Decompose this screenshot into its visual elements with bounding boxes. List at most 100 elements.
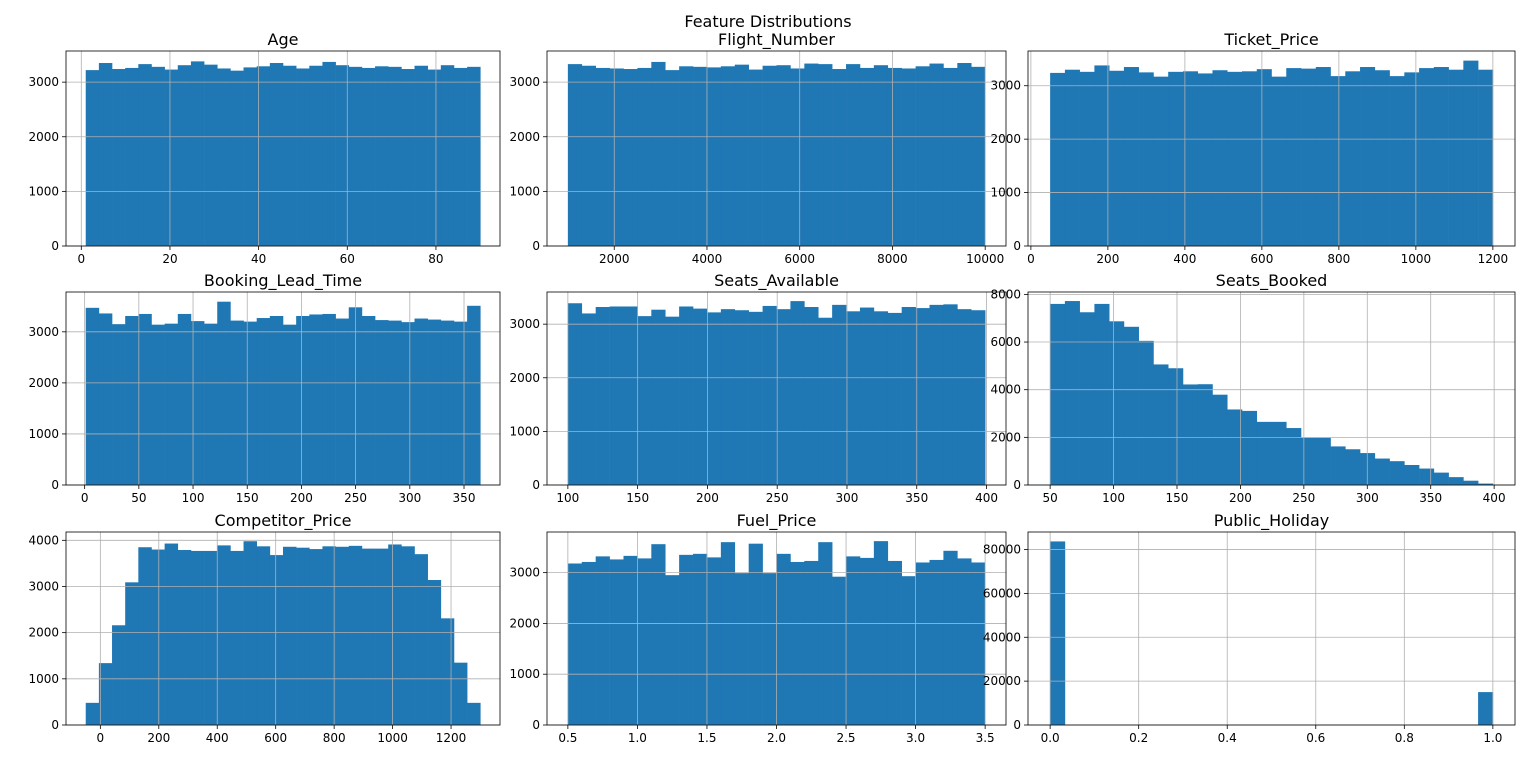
bar — [679, 554, 694, 725]
figure-title: Feature Distributions — [684, 12, 852, 31]
y-tick-label: 2000 — [509, 130, 540, 144]
bar — [651, 544, 666, 725]
bar — [1050, 541, 1066, 725]
plot-area — [1028, 532, 1515, 725]
bar — [776, 309, 791, 485]
y-tick-label: 2000 — [28, 626, 59, 640]
bar — [818, 317, 833, 485]
bar — [190, 61, 205, 247]
bar — [138, 313, 152, 485]
x-tick-label: 400 — [1173, 252, 1196, 266]
subplot-title: Flight_Number — [718, 30, 835, 50]
bar — [651, 309, 666, 485]
bar — [915, 562, 930, 725]
y-tick-label: 2000 — [28, 376, 59, 390]
bar — [1241, 410, 1258, 485]
x-tick-label: 200 — [1096, 252, 1119, 266]
bar — [720, 309, 736, 485]
y-tick-label: 3000 — [509, 75, 540, 89]
bar — [112, 69, 126, 246]
bar — [832, 576, 847, 725]
axes-frame — [1027, 50, 1516, 247]
bar — [453, 321, 468, 485]
bar — [567, 64, 583, 246]
bar — [217, 545, 231, 725]
bar — [151, 324, 165, 485]
x-tick-label: 0.2 — [1129, 731, 1148, 745]
y-tick-label: 2000 — [509, 371, 540, 385]
bar — [776, 65, 791, 246]
x-tick-label: 100 — [1102, 491, 1125, 505]
bar — [1389, 76, 1405, 246]
bar — [873, 541, 889, 725]
bar — [873, 65, 889, 246]
bar — [204, 64, 218, 247]
bar — [1301, 437, 1317, 485]
bar — [595, 307, 610, 485]
bar — [151, 66, 165, 247]
bar — [818, 542, 833, 725]
y-tick-label: 6000 — [990, 335, 1021, 349]
x-tick-label: 350 — [905, 491, 928, 505]
bar — [1109, 70, 1125, 246]
axes-frame — [546, 50, 1007, 247]
bar — [1478, 69, 1494, 246]
bar — [1433, 67, 1449, 246]
y-tick-label: 80000 — [983, 543, 1021, 557]
x-tick-label: 1200 — [1478, 252, 1509, 266]
bar — [1212, 70, 1228, 246]
bar — [283, 65, 297, 247]
x-tick-label: 0 — [97, 731, 105, 745]
bar — [693, 66, 708, 247]
x-tick-label: 250 — [766, 491, 789, 505]
bar — [427, 319, 442, 485]
x-tick-label: 0.8 — [1395, 731, 1414, 745]
bar — [943, 550, 958, 725]
bar — [283, 546, 297, 725]
x-tick-label: 0 — [1027, 252, 1035, 266]
bar — [375, 66, 389, 246]
bar — [361, 315, 376, 485]
bar — [873, 311, 889, 485]
bar — [296, 68, 310, 246]
bar — [706, 67, 722, 246]
bar — [637, 558, 652, 725]
bar — [85, 70, 100, 246]
y-tick-label: 0 — [1013, 478, 1021, 492]
bar — [414, 65, 428, 247]
bar — [971, 66, 986, 247]
y-tick-label: 0 — [51, 718, 59, 732]
x-tick-label: 100 — [556, 491, 579, 505]
x-tick-label: 200 — [147, 731, 170, 745]
bar — [762, 65, 777, 247]
bar — [1404, 72, 1420, 246]
bar — [581, 65, 596, 247]
bar — [957, 558, 972, 725]
bar — [1079, 71, 1095, 246]
bar — [1360, 67, 1376, 246]
bar — [943, 304, 958, 485]
subplot-competitor-price: 0 200 400 600 800 1000 1200 0 1000 2000 3000 4000 Co… — [28, 511, 501, 745]
bar — [1478, 692, 1494, 725]
x-tick-label: 150 — [1166, 491, 1189, 505]
x-tick-label: 3.5 — [976, 731, 995, 745]
bar — [734, 573, 749, 725]
bar — [832, 69, 847, 246]
bar — [1433, 472, 1449, 485]
bar — [217, 301, 231, 485]
bar — [243, 321, 257, 485]
x-tick-label: 200 — [1229, 491, 1252, 505]
bar — [348, 66, 363, 247]
bar — [832, 304, 847, 485]
bar — [790, 301, 805, 485]
bar — [804, 560, 819, 725]
bar — [112, 324, 126, 485]
subplot-title: Public_Holiday — [1214, 511, 1330, 531]
bar — [859, 557, 875, 725]
bar — [1123, 326, 1139, 485]
x-tick-label: 150 — [236, 491, 259, 505]
bar — [567, 563, 583, 725]
bar — [609, 68, 624, 246]
